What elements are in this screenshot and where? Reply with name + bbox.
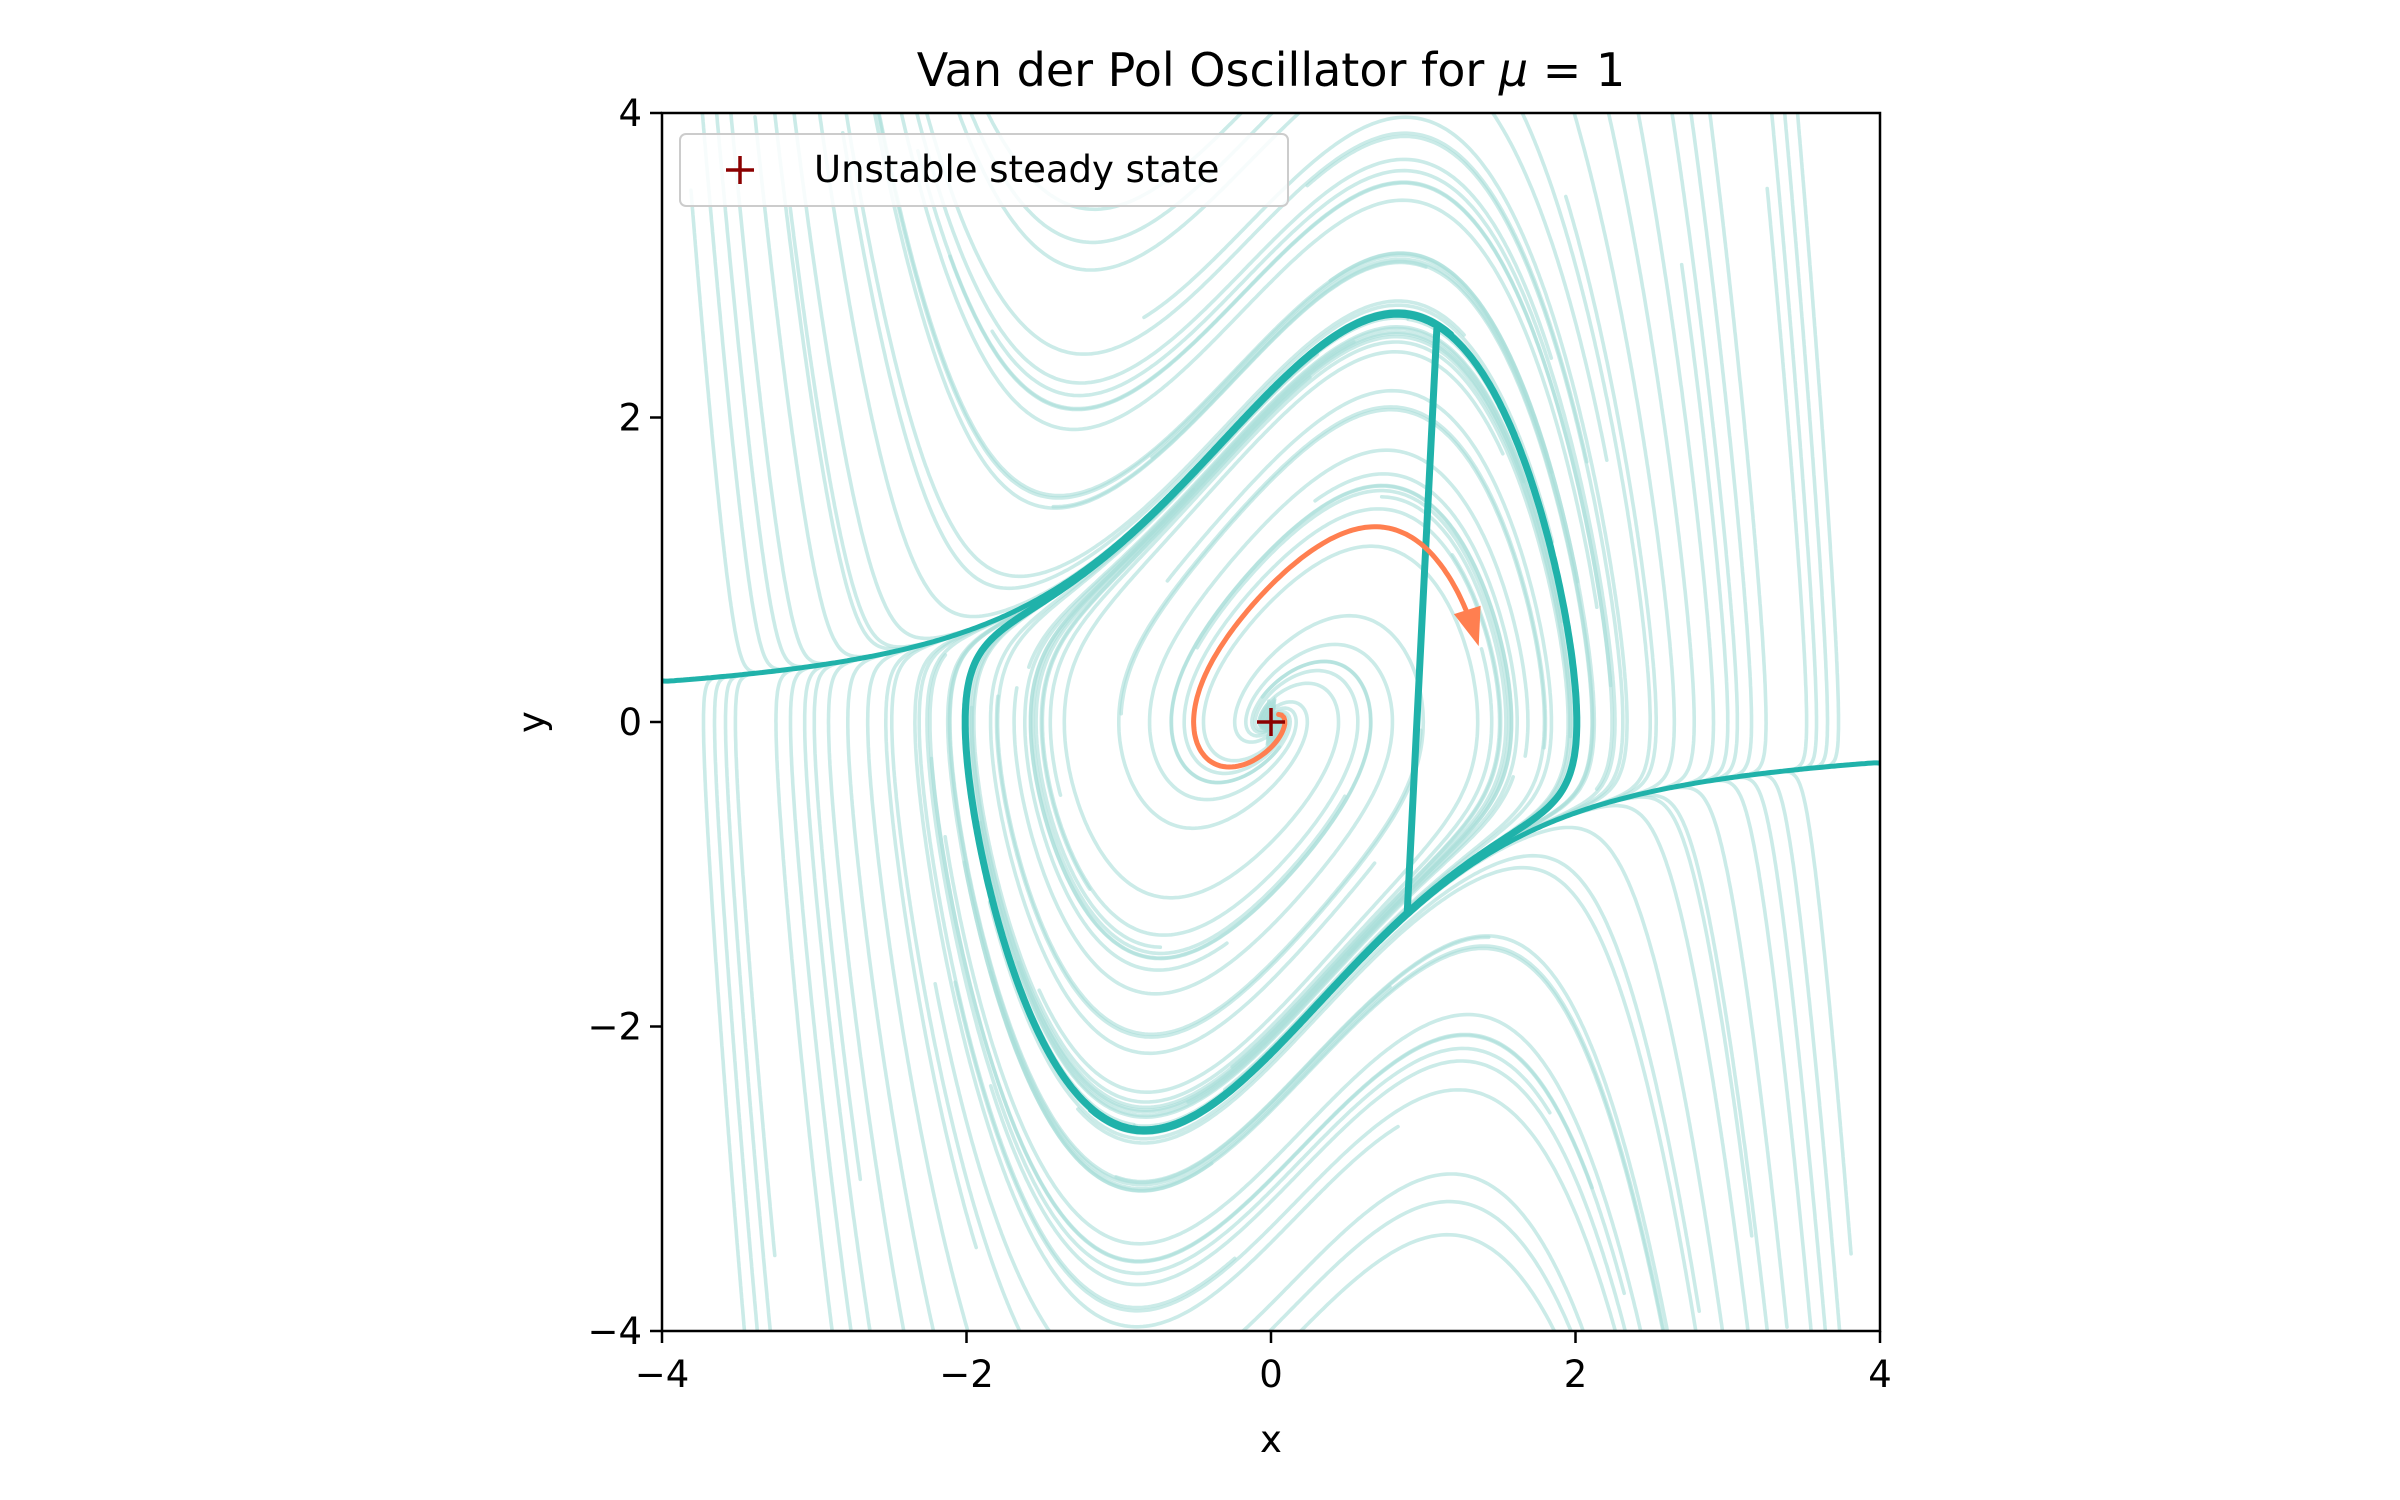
streamline [987,853,1701,1313]
streamline [844,113,1466,579]
streamline [925,609,1552,1276]
approach-curve [1088,760,1880,1135]
streamline [956,113,1609,462]
streamline [968,113,1275,245]
streamline [1076,865,1698,1331]
streamline [1119,407,1547,1092]
y-tick-label: 4 [618,92,642,135]
streamline [988,1059,1628,1331]
streamline [978,472,1519,1118]
streamline [1062,350,1505,900]
y-tick-label: −4 [587,1310,642,1353]
y-tick-label: 2 [618,397,642,440]
streamline [947,411,1392,1187]
steady-state-marker [1257,708,1285,736]
x-tick-label: 4 [1868,1353,1892,1396]
streamline [1037,544,1480,1094]
limit-cycle-path [961,310,1581,1134]
streamline [812,310,1475,1182]
legend: Unstable steady state [679,133,1289,207]
streamline [1012,795,1754,1238]
legend-box [679,133,1289,207]
x-tick-label: 2 [1564,1353,1588,1396]
legend-plus [726,156,754,184]
streamline [788,206,1530,649]
x-tick-label: 0 [1259,1353,1283,1396]
streamline [994,613,1426,1039]
steady-state-plus [1257,708,1285,736]
streamline [1067,262,1730,1134]
orange-trajectory [1191,524,1481,770]
chart-title: Van der Pol Oscillator for μ = 1 [917,43,1625,97]
y-tick-label: −2 [587,1006,642,1049]
streamline [1040,375,1360,937]
legend-label: Unstable steady state [814,148,1219,191]
approach-curve [662,309,1454,684]
streamline [990,168,1617,835]
y-axis-label: y [510,711,553,733]
streamline [948,490,1491,1185]
streamline [1298,1232,1557,1331]
streamline [969,495,1508,1112]
x-axis-ticks: −4 −2 0 2 4 [635,1331,1892,1396]
limit-cycle [662,309,1880,1135]
streamline [899,113,1599,609]
streamline [841,131,1555,591]
streamline [988,944,1666,1331]
trajectory-path [1191,524,1479,770]
streamline [1267,1199,1574,1331]
y-tick-label: 0 [618,701,642,744]
streamline [1249,134,1625,1076]
streamline [917,368,1293,1310]
trajectory-arrowhead [1453,605,1481,647]
x-tick-label: −2 [939,1353,994,1396]
streamline [933,982,1586,1331]
x-tick-label: −4 [635,1353,690,1396]
x-axis-label: x [1260,1418,1282,1461]
legend-marker [726,156,754,184]
y-axis-ticks: −4 −2 0 2 4 [587,92,662,1353]
streamline [948,181,1614,791]
streamline [1150,257,1595,1033]
streamline [928,653,1594,1263]
streamline [1028,487,1373,961]
streamline [913,543,1400,1329]
streamline [972,540,1494,1104]
streamline [1034,332,1573,949]
streamline [943,835,1643,1331]
streamline [1182,507,1502,1069]
streamline [914,113,1554,385]
streamline [1142,115,1629,901]
